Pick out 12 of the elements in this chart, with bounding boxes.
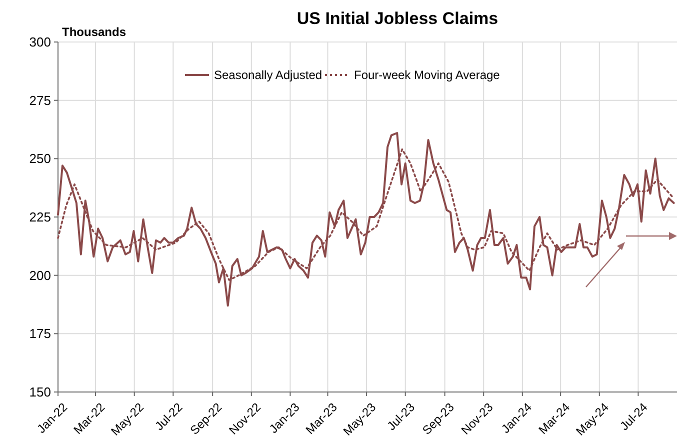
y-axis-title: Thousands xyxy=(62,25,126,39)
y-tick-label: 150 xyxy=(29,384,51,400)
legend-label: Four-week Moving Average xyxy=(354,68,500,82)
y-tick-label: 275 xyxy=(29,92,51,108)
y-tick-label: 300 xyxy=(29,34,51,50)
legend-label: Seasonally Adjusted xyxy=(214,68,322,82)
line-series xyxy=(57,132,675,307)
y-tick-label: 175 xyxy=(29,326,51,342)
y-tick-label: 200 xyxy=(29,268,51,283)
y-tick-label: 250 xyxy=(29,151,51,166)
chart-title: US Initial Jobless Claims xyxy=(296,9,498,28)
y-tick-label: 225 xyxy=(29,210,51,225)
